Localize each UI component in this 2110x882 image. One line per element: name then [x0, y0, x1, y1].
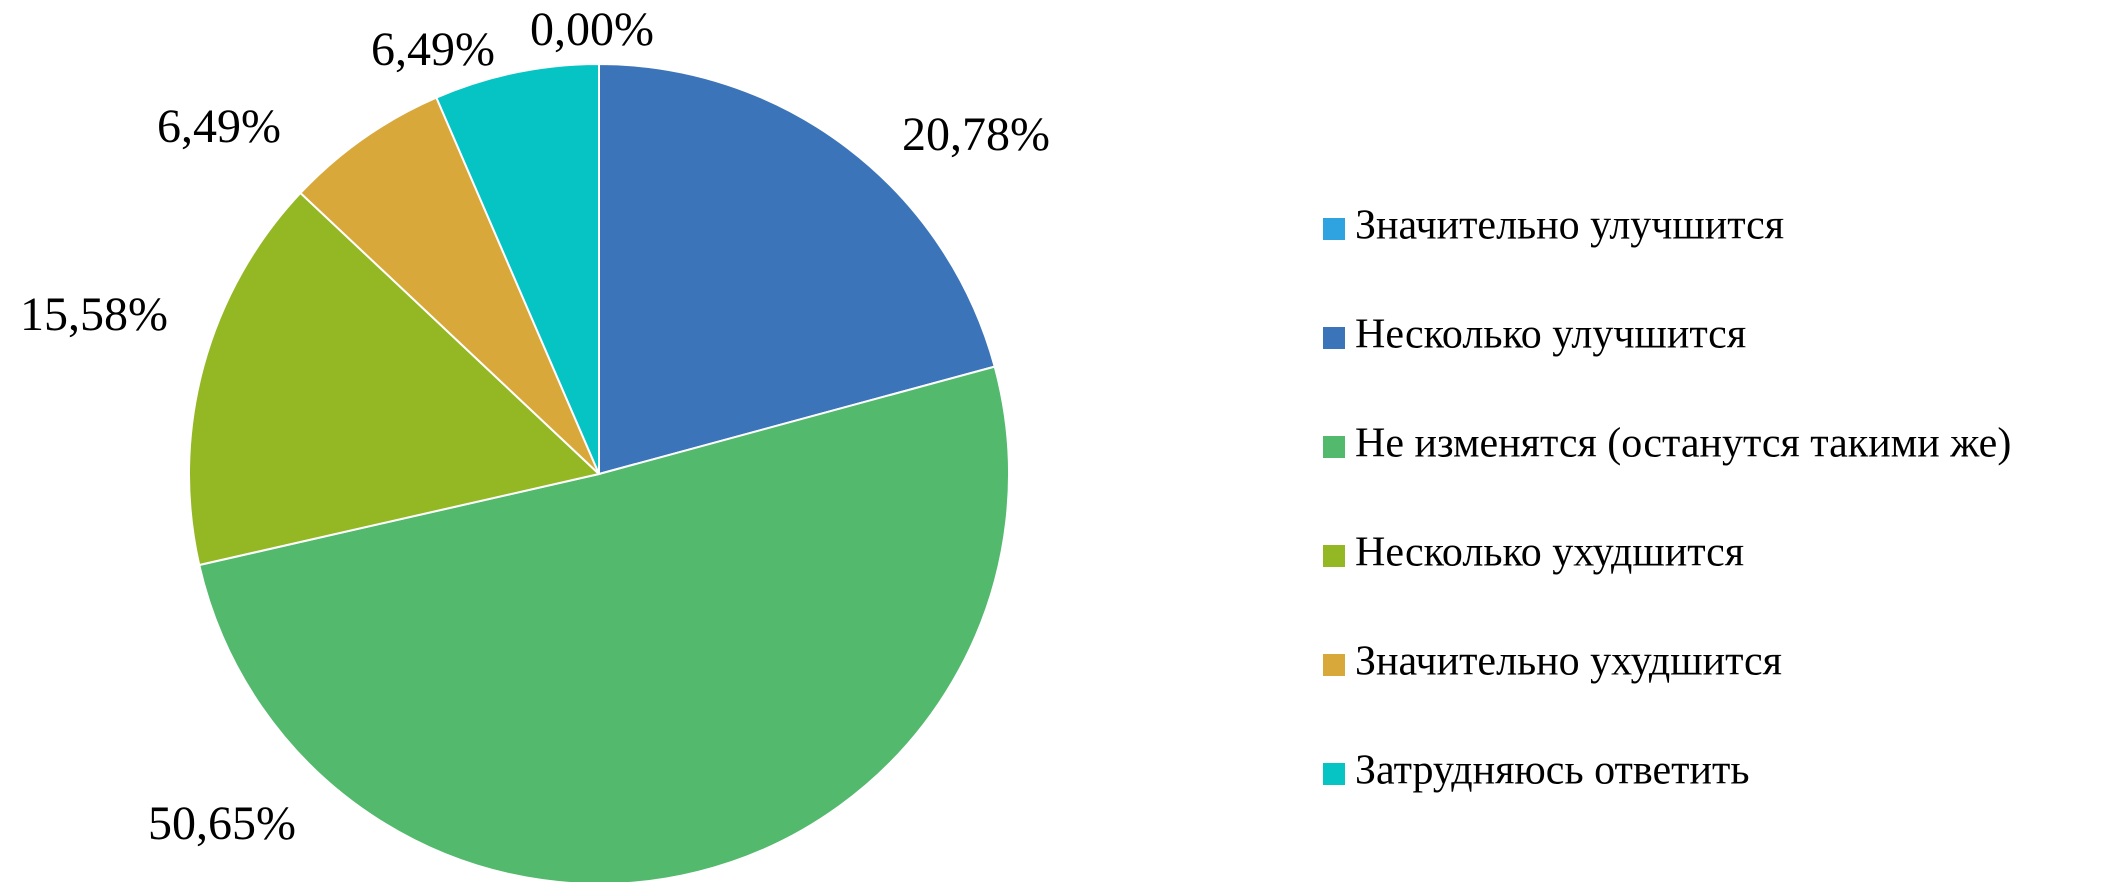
legend-swatch	[1323, 654, 1345, 676]
data-label: 0,00%	[530, 3, 654, 56]
legend-swatch	[1323, 218, 1345, 240]
pie-slice	[598, 62, 996, 476]
legend-swatch	[1323, 545, 1345, 567]
pie-slice	[435, 62, 600, 475]
data-label: 15,58%	[20, 288, 168, 341]
data-label: 50,65%	[148, 797, 296, 850]
legend-label: Значительно улучшится	[1355, 203, 1784, 249]
pie-slice	[299, 96, 600, 475]
legend-swatch	[1323, 763, 1345, 785]
pie-slice	[198, 365, 1010, 882]
legend-swatch	[1323, 436, 1345, 458]
legend-label: Затрудняюсь ответить	[1355, 748, 1749, 794]
pie-slice	[188, 191, 602, 567]
data-label: 6,49%	[371, 23, 495, 76]
legend-label: Несколько улучшится	[1355, 312, 1746, 358]
data-label: 6,49%	[157, 100, 281, 153]
legend-label: Несколько ухудшится	[1355, 530, 1744, 576]
data-label: 20,78%	[902, 108, 1050, 161]
legend-label: Значительно ухудшится	[1355, 639, 1782, 685]
legend-label: Не изменятся (останутся такими же)	[1355, 421, 2011, 467]
legend-swatch	[1323, 327, 1345, 349]
